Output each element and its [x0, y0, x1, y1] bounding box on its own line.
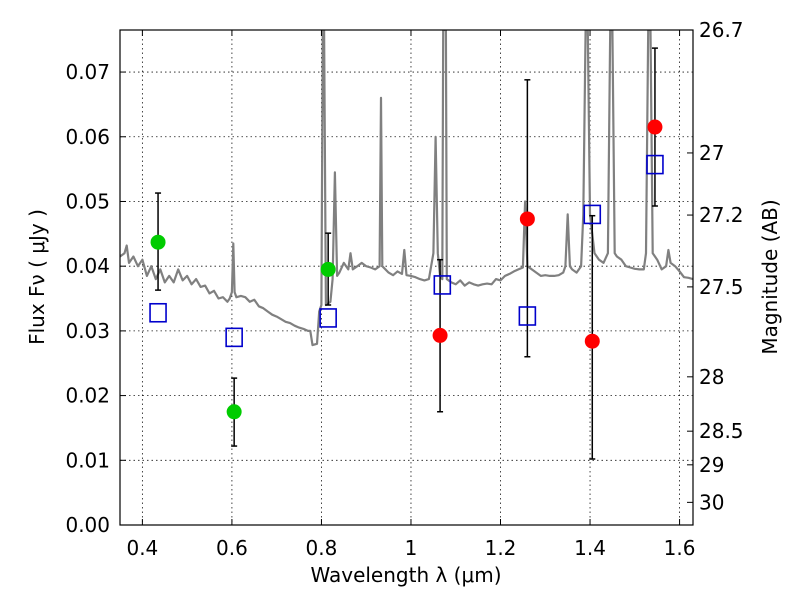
- x-tick-label: 0.8: [306, 536, 338, 560]
- y-tick-label: 0.01: [65, 448, 110, 472]
- x-tick-label: 1.4: [574, 536, 606, 560]
- y-tick-label: 0.06: [65, 125, 110, 149]
- y-tick-label: 0.04: [65, 254, 110, 278]
- y2-tick-label: 27.5: [699, 275, 744, 299]
- y2-tick-label: 27: [699, 141, 724, 165]
- x-tick-label: 0.6: [216, 536, 248, 560]
- model-points-layer: [149, 154, 664, 348]
- y2-tick-label: 28.5: [699, 419, 744, 443]
- model-square: [319, 308, 337, 328]
- plot-frame: [119, 29, 694, 526]
- model-square: [149, 302, 167, 323]
- x-tick-labels: 0.4 0.6 0.8 1 1.2 1.4 1.6: [126, 536, 695, 560]
- red-data-point: [584, 333, 600, 349]
- x-tick-label: 1.6: [664, 536, 696, 560]
- model-square: [433, 275, 452, 295]
- x-axis-title: Wavelength λ (μm): [310, 563, 501, 587]
- model-square: [225, 327, 243, 348]
- red-data-point: [647, 119, 663, 135]
- y2-tick-label: 26.7: [699, 18, 744, 42]
- x-tick-label: 0.4: [126, 536, 158, 560]
- spectrum-layer: [120, 30, 693, 347]
- red-data-point: [432, 327, 448, 343]
- y-axis-title: Flux Fν ( μJy ): [25, 209, 49, 345]
- x-tick-label: 1: [405, 536, 418, 560]
- x-tick-label: 1.2: [485, 536, 517, 560]
- model-square: [646, 154, 664, 175]
- y-tick-label: 0.03: [65, 319, 110, 343]
- model-square: [583, 204, 602, 225]
- y2-tick-label: 28: [699, 365, 724, 389]
- y-tick-labels: 0.00 0.01 0.02 0.03 0.04 0.05 0.06 0.07: [65, 60, 110, 537]
- y2-tick-label: 27.2: [699, 203, 744, 227]
- y-tick-label: 0.00: [65, 513, 110, 537]
- y-tick-label: 0.05: [65, 189, 110, 213]
- spectrum-line: [120, 30, 693, 347]
- green-data-point: [150, 234, 166, 250]
- y2-tick-label: 30: [699, 490, 724, 514]
- y-tick-label: 0.07: [65, 60, 110, 84]
- red-data-point: [519, 211, 535, 227]
- green-data-point: [226, 404, 242, 420]
- y-tick-label: 0.02: [65, 384, 110, 408]
- green-data-point: [320, 261, 336, 277]
- photometry-points-layer: [150, 119, 663, 420]
- y2-tick-labels: 26.7 27 27.2 27.5 28 28.5 29 30: [699, 18, 744, 514]
- axis-ticks: [120, 29, 693, 526]
- y2-tick-label: 29: [699, 453, 724, 477]
- model-square: [518, 306, 537, 326]
- y2-axis-title: Magnitude (AB): [758, 199, 782, 354]
